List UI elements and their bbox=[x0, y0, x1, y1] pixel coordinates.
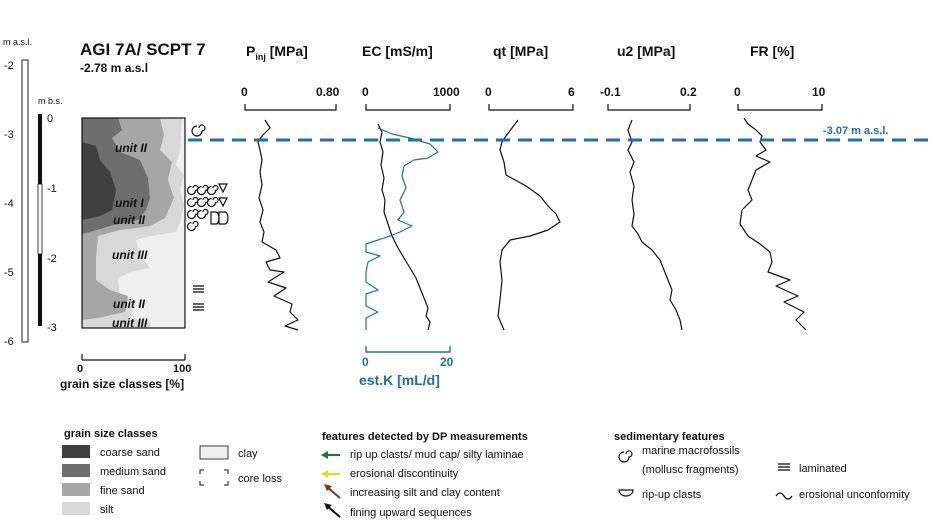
estk-axis-max: 20 bbox=[440, 355, 454, 369]
u2-axis-min: -0.1 bbox=[600, 85, 621, 99]
reference-line-label: -3.07 m a.s.l. bbox=[823, 125, 888, 137]
legend-clay-label: clay bbox=[238, 448, 258, 460]
unit-label-5: unit II bbox=[113, 297, 146, 311]
legend-erosional-label: erosional unconformity bbox=[799, 489, 910, 501]
core-log bbox=[81, 117, 186, 329]
legend-coarse-sand-swatch bbox=[62, 445, 90, 458]
macrofossil-icon bbox=[191, 124, 206, 137]
legend-feature-arrows bbox=[321, 451, 341, 518]
bs-tick-0: 0 bbox=[47, 113, 53, 125]
yellow-arrow-icon bbox=[321, 470, 340, 478]
fr-axis-max: 10 bbox=[812, 85, 826, 99]
qt-axis-min: 0 bbox=[485, 85, 492, 99]
qt-curve bbox=[497, 119, 561, 331]
unit-label-2: unit I bbox=[115, 196, 144, 210]
ec-axis-max: 1000 bbox=[433, 85, 460, 99]
bs-bar-segment-2 bbox=[37, 183, 43, 255]
log-curves bbox=[257, 117, 807, 331]
legend-fine-sand-swatch bbox=[62, 483, 90, 496]
legend-medium-sand-label: medium sand bbox=[100, 466, 166, 478]
track-label-fr: FR [%] bbox=[750, 43, 794, 59]
track-label-qt: qt [MPa] bbox=[493, 43, 548, 59]
unit-label-3: unit II bbox=[113, 213, 146, 227]
laminated-icon bbox=[193, 285, 204, 311]
bs-axis-label: m b.s. bbox=[38, 96, 63, 106]
track-label-pinj: Pinj [MPa] bbox=[246, 43, 308, 62]
estk-curve bbox=[365, 127, 439, 330]
estk-axis bbox=[365, 346, 451, 353]
legend-features-title: features detected by DP measurements bbox=[322, 431, 528, 443]
asl-tick-0: -2 bbox=[4, 60, 14, 72]
estk-axis-label: est.K [mL/d] bbox=[359, 372, 440, 388]
bs-tick-2: -2 bbox=[47, 253, 57, 265]
legend-grain-title: grain size classes bbox=[64, 428, 158, 440]
legend-laminated-icon bbox=[778, 463, 790, 471]
asl-tick-1: -3 bbox=[4, 129, 14, 141]
legend-clay-swatch bbox=[199, 445, 229, 460]
grain-axis-max: 100 bbox=[173, 363, 191, 375]
pinj-curve bbox=[257, 119, 299, 331]
asl-tick-3: -5 bbox=[4, 267, 14, 279]
legend-feature-4: fining upward sequences bbox=[350, 507, 472, 519]
legend-feature-1: rip up clasts/ mud cap/ silty laminae bbox=[350, 449, 524, 461]
fr-curve bbox=[739, 117, 807, 331]
top-axes bbox=[244, 104, 823, 111]
rip-up-clast-icon bbox=[218, 183, 228, 194]
u2-axis-max: 0.2 bbox=[680, 85, 697, 99]
pinj-axis-min: 0 bbox=[241, 85, 248, 99]
legend-macrofossil-icon bbox=[618, 450, 633, 463]
legend-rip-up-label: rip-up clasts bbox=[642, 489, 702, 501]
unit-label-6: unit III bbox=[112, 316, 148, 330]
track-label-ec: EC [mS/m] bbox=[362, 43, 433, 59]
brown-arrow-icon bbox=[324, 484, 341, 499]
grain-axis-min: 0 bbox=[77, 363, 83, 375]
bs-bar-segment-3 bbox=[38, 254, 42, 326]
ec-axis-min: 0 bbox=[362, 85, 369, 99]
legend-silt-swatch bbox=[62, 502, 90, 515]
estk-axis-min: 0 bbox=[362, 355, 369, 369]
grain-axis-label: grain size classes [%] bbox=[60, 377, 184, 391]
legend-fine-sand-label: fine sand bbox=[100, 485, 145, 497]
asl-scale-bar bbox=[21, 59, 29, 343]
unit-label-4: unit III bbox=[112, 248, 148, 262]
bs-bar-segment-1 bbox=[38, 114, 42, 184]
coarse-sand-area bbox=[82, 142, 116, 220]
legend-silt-label: silt bbox=[100, 504, 113, 516]
asl-tick-2: -4 bbox=[4, 198, 14, 210]
asl-axis-label: m a.s.l. bbox=[3, 37, 32, 47]
site-elevation: -2.78 m a.s.l bbox=[80, 61, 148, 75]
legend-sedimentary-title: sedimentary features bbox=[614, 431, 725, 443]
site-title: AGI 7A/ SCPT 7 bbox=[80, 40, 206, 59]
legend-coarse-sand-label: coarse sand bbox=[100, 447, 160, 459]
unit-label-1: unit II bbox=[115, 141, 148, 155]
legend-rip-up-icon bbox=[618, 489, 634, 497]
black-arrow-icon bbox=[324, 503, 341, 518]
qt-axis-max: 6 bbox=[568, 85, 575, 99]
u2-curve bbox=[627, 119, 683, 331]
core-loss-icon bbox=[199, 469, 229, 486]
fr-axis-min: 0 bbox=[734, 85, 741, 99]
legend-feature-2: erosional discontinuity bbox=[350, 468, 459, 480]
legend-erosional-icon bbox=[775, 492, 793, 500]
bs-tick-3: -3 bbox=[47, 322, 57, 334]
legend-macrofossils-line1: marine macrofossils bbox=[642, 445, 740, 457]
legend-core-loss-label: core loss bbox=[238, 473, 283, 485]
track-label-u2: u2 [MPa] bbox=[617, 43, 675, 59]
legend-laminated-label: laminated bbox=[799, 463, 847, 475]
ec-curve bbox=[377, 123, 431, 331]
legend-feature-3: increasing silt and clay content bbox=[350, 487, 500, 499]
pinj-axis-max: 0.80 bbox=[316, 85, 340, 99]
legend-macrofossils-line2: (mollusc fragments) bbox=[642, 464, 739, 476]
bs-tick-1: -1 bbox=[47, 183, 57, 195]
legend-medium-sand-swatch bbox=[62, 464, 90, 477]
core-symbols bbox=[186, 124, 229, 232]
asl-tick-4: -6 bbox=[4, 336, 14, 348]
green-arrow-icon bbox=[321, 451, 340, 459]
